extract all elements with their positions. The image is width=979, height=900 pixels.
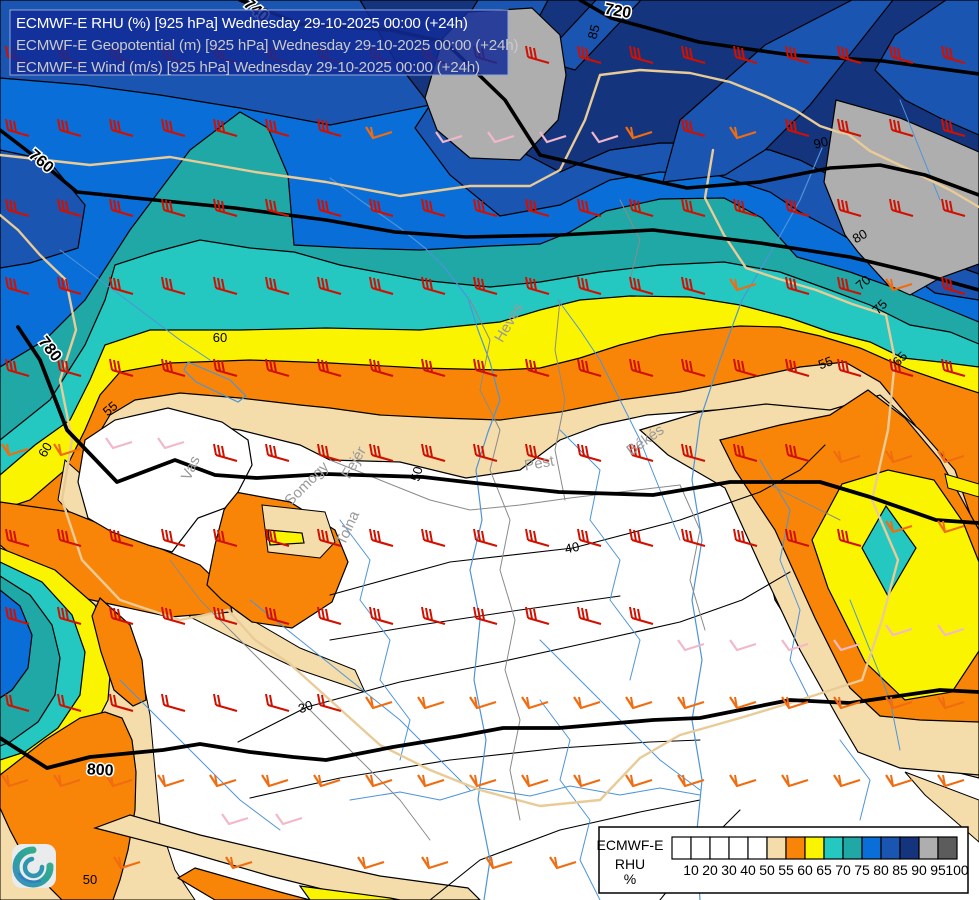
svg-text:55: 55 — [778, 862, 794, 878]
svg-text:80: 80 — [850, 226, 870, 246]
svg-text:10: 10 — [683, 862, 699, 878]
svg-text:75: 75 — [854, 862, 870, 878]
svg-text:85: 85 — [892, 862, 908, 878]
svg-text:RHU: RHU — [615, 856, 645, 872]
svg-text:40: 40 — [740, 862, 756, 878]
svg-text:65: 65 — [816, 862, 832, 878]
svg-text:Pest: Pest — [523, 452, 556, 474]
svg-text:70: 70 — [835, 862, 851, 878]
svg-text:30: 30 — [721, 862, 737, 878]
svg-text:50: 50 — [83, 872, 97, 887]
svg-text:800: 800 — [86, 761, 114, 779]
svg-text:90: 90 — [911, 862, 927, 878]
svg-text:ECMWF-E Wind (m/s) [925 hPa] W: ECMWF-E Wind (m/s) [925 hPa] Wednesday 2… — [16, 59, 480, 76]
svg-text:50: 50 — [408, 465, 426, 483]
svg-text:90: 90 — [812, 134, 830, 152]
svg-text:95: 95 — [930, 862, 946, 878]
svg-text:ECMWF-E: ECMWF-E — [597, 837, 664, 853]
svg-text:100: 100 — [945, 862, 969, 878]
svg-text:85: 85 — [585, 23, 603, 41]
svg-text:720: 720 — [603, 1, 632, 22]
svg-text:60: 60 — [213, 330, 227, 345]
svg-text:ECMWF-E RHU (%) [925 hPa] Wedn: ECMWF-E RHU (%) [925 hPa] Wednesday 29-1… — [16, 15, 468, 32]
svg-text:60: 60 — [35, 440, 55, 460]
svg-text:%: % — [624, 871, 636, 887]
svg-text:60: 60 — [797, 862, 813, 878]
svg-text:ECMWF-E Geopotential (m) [925: ECMWF-E Geopotential (m) [925 hPa] Wedne… — [16, 37, 518, 54]
svg-text:30: 30 — [296, 697, 315, 716]
svg-text:50: 50 — [759, 862, 775, 878]
svg-text:40: 40 — [563, 539, 580, 557]
svg-text:80: 80 — [873, 862, 889, 878]
svg-text:55: 55 — [816, 353, 835, 372]
svg-text:20: 20 — [702, 862, 718, 878]
